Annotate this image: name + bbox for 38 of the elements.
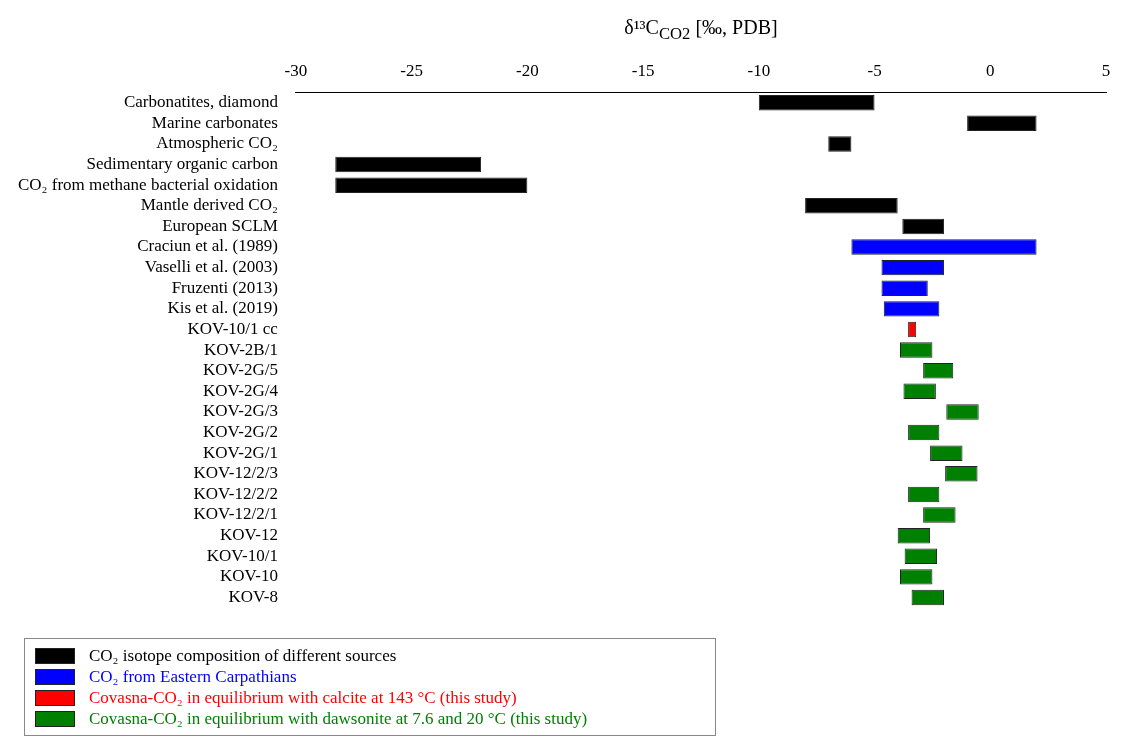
x-tick-label: -25 [400, 60, 423, 80]
y-tick-label: Sedimentary organic carbon [86, 154, 279, 174]
y-tick-label: KOV-2G/3 [202, 401, 278, 421]
x-tick-label: -30 [284, 60, 308, 80]
x-tick-label: -15 [631, 60, 655, 80]
y-tick-label: KOV-12 [219, 525, 278, 545]
y-tick-label: KOV-10/1 cc [187, 318, 279, 338]
legend-label: CO₂ from Eastern Carpathians [89, 666, 297, 687]
y-tick-label: KOV-12/2/1 [193, 504, 278, 524]
x-tick-label: -5 [867, 60, 882, 80]
y-tick-label: Marine carbonates [151, 112, 278, 132]
y-tick-label: KOV-2G/2 [202, 422, 278, 442]
x-tick-label: -20 [516, 60, 539, 80]
y-tick-label: KOV-2G/5 [202, 360, 278, 380]
y-tick-label: Vaselli et al. (2003) [144, 257, 278, 277]
y-tick-label: Fruzenti (2013) [171, 277, 278, 297]
y-tick-label: CO₂ from methane bacterial oxidation [17, 174, 279, 194]
y-tick-label: Mantle derived CO₂ [140, 195, 278, 215]
y-tick-label: KOV-8 [228, 586, 278, 606]
y-tick-label: Carbonatites, diamond [123, 92, 279, 112]
x-tick-label: 0 [986, 60, 995, 80]
x-axis-title: δ¹³C$_{CO2}$ [‰, PDB] [624, 16, 778, 44]
y-tick-label: Atmospheric CO₂ [156, 133, 278, 153]
y-tick-label: KOV-10 [219, 566, 278, 586]
y-tick-label: KOV-2G/1 [202, 442, 278, 462]
y-tick-label: Kis et al. (2019) [167, 298, 278, 318]
y-tick-label: Craciun et al. (1989) [137, 236, 278, 256]
y-tick-label: KOV-2B/1 [203, 339, 278, 359]
legend-label: Covasna-CO₂ in equilibrium with dawsonite at 7.6 and 20 °C (this study) [89, 708, 588, 729]
y-tick-label: KOV-12/2/3 [193, 463, 278, 483]
x-tick-label: 5 [1101, 60, 1111, 80]
legend-label: CO₂ isotope composition of different sources [89, 645, 397, 666]
y-tick-label: KOV-12/2/2 [193, 483, 278, 503]
y-tick-label: KOV-10/1 [206, 545, 278, 565]
x-tick-label: -10 [747, 60, 771, 80]
y-tick-label: KOV-2G/4 [202, 380, 279, 400]
y-tick-label: European SCLM [162, 215, 278, 235]
legend-label: Covasna-CO₂ in equilibrium with calcite at 143 °C (this study) [89, 687, 517, 708]
